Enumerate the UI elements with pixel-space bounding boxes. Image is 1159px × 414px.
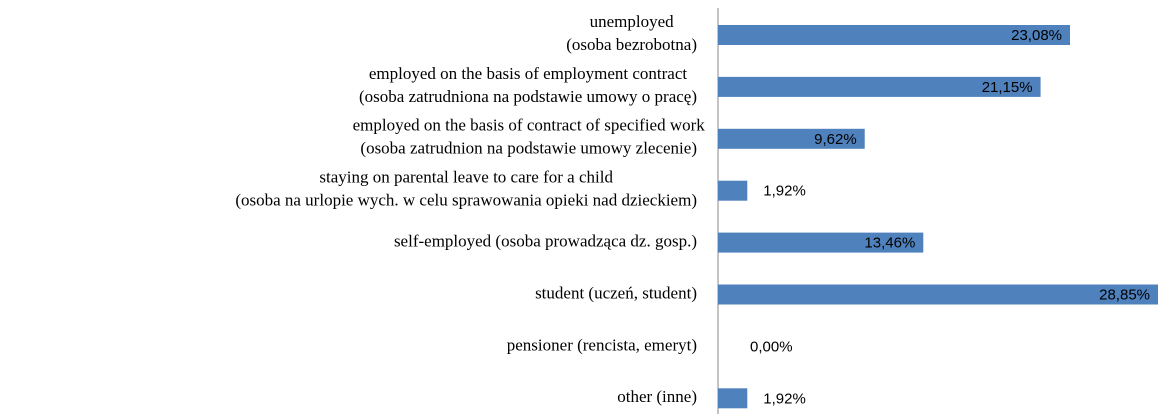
category-label: other (inne) (617, 387, 697, 406)
bar (718, 232, 924, 253)
category-label: student (uczeń, student) (535, 283, 697, 302)
bar (718, 180, 748, 201)
bar (718, 128, 865, 149)
category-label: (osoba zatrudniona na podstawie umowy o … (359, 87, 697, 106)
category-label: staying on parental leave to care for a … (319, 168, 613, 187)
category-label: self-employed (osoba prowadząca dz. gosp… (394, 232, 697, 251)
category-label: unemployed (590, 12, 675, 31)
category-label: (osoba na urlopie wych. w celu sprawowan… (235, 191, 697, 210)
value-label: 9,62% (814, 131, 857, 148)
value-label: 0,00% (750, 338, 793, 355)
value-label: 1,92% (763, 390, 806, 407)
category-label: employed on the basis of employment cont… (369, 64, 687, 83)
value-label: 28,85% (1099, 286, 1150, 303)
bar (718, 284, 1158, 305)
value-label: 1,92% (763, 183, 806, 200)
value-label: 13,46% (864, 235, 915, 252)
bar (718, 25, 1070, 45)
bar (718, 388, 748, 409)
bar (718, 76, 1041, 97)
category-label: (osoba bezrobotna) (566, 35, 697, 54)
category-label: employed on the basis of contract of spe… (353, 116, 706, 135)
category-label: (osoba zatrudnion na podstawie umowy zle… (360, 139, 697, 158)
value-label: 21,15% (982, 79, 1033, 96)
category-label: pensioner (rencista, emeryt) (507, 335, 697, 354)
value-label: 23,08% (1011, 27, 1062, 44)
